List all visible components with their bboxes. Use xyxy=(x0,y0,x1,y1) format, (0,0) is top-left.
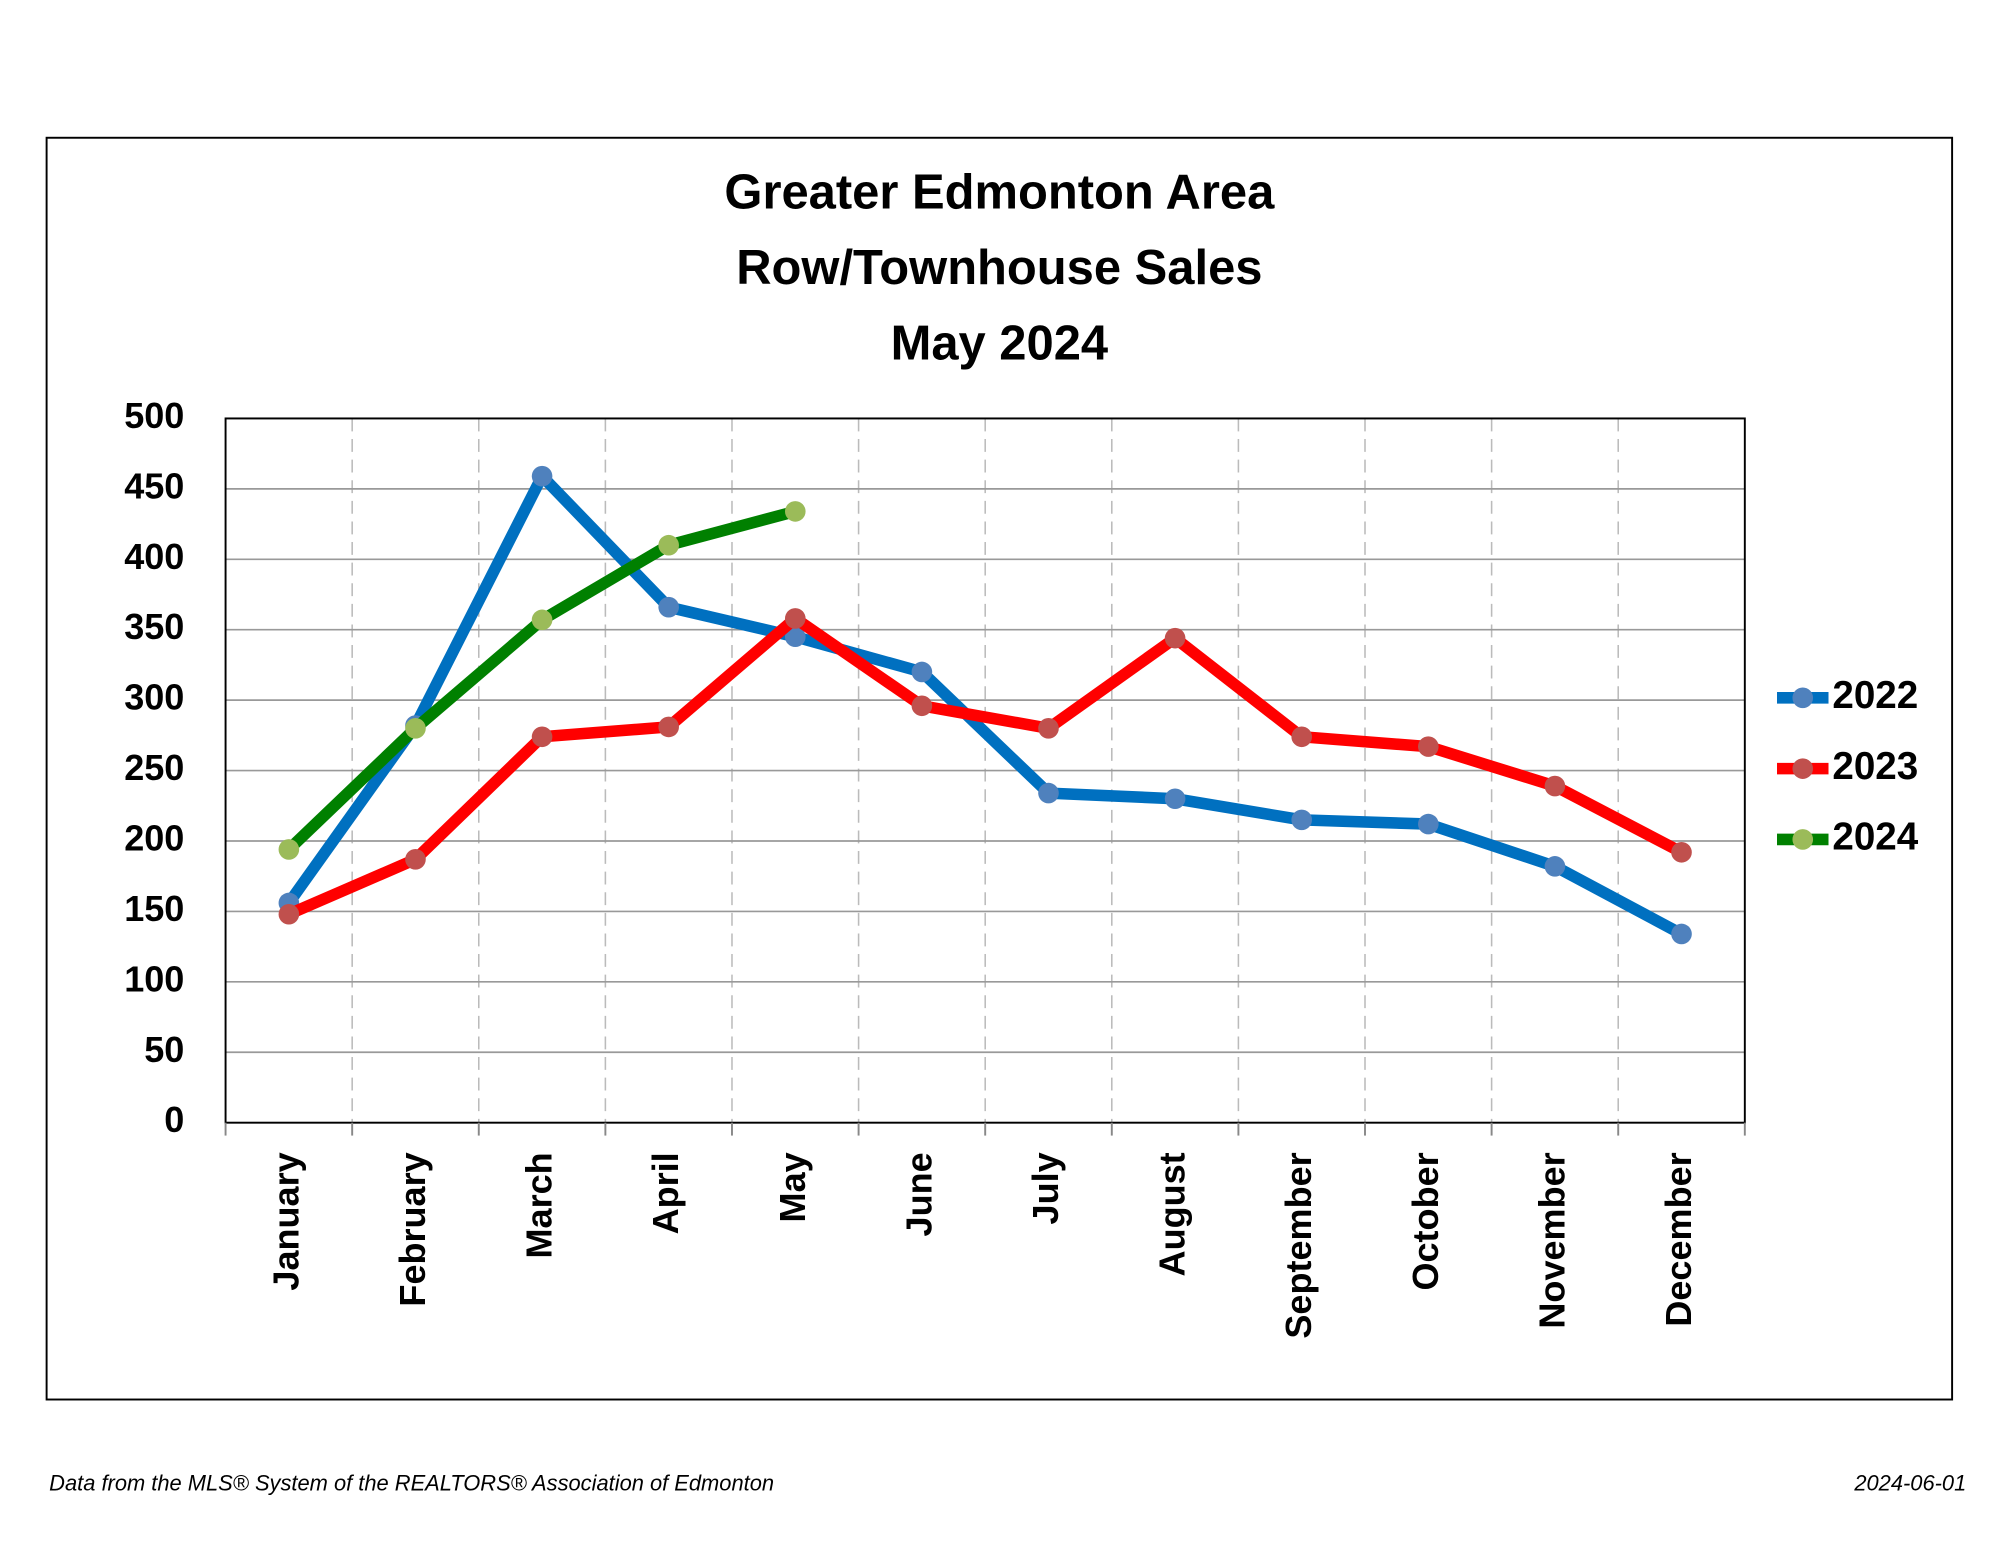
date-note: 2024-06-01 xyxy=(1853,1470,1966,1495)
data-point xyxy=(1671,841,1692,863)
data-point xyxy=(1671,923,1692,945)
data-point xyxy=(911,695,933,717)
legend-label: 2022 xyxy=(1832,674,1918,717)
data-point xyxy=(278,903,300,925)
legend-marker xyxy=(1792,687,1814,709)
source-note: Data from the MLS® System of the REALTOR… xyxy=(49,1470,774,1495)
x-tick-label: June xyxy=(898,1152,939,1236)
data-point xyxy=(784,626,806,648)
data-point xyxy=(531,609,553,631)
data-point xyxy=(1544,775,1566,797)
x-tick-label: February xyxy=(392,1152,433,1306)
data-point xyxy=(1418,813,1439,835)
x-tick-label: December xyxy=(1658,1152,1699,1326)
data-point xyxy=(911,661,933,683)
plot-border xyxy=(224,417,1746,1124)
x-tick-label: May xyxy=(772,1152,813,1222)
data-point xyxy=(658,716,679,738)
x-tick-label: January xyxy=(265,1152,306,1290)
data-point xyxy=(784,501,806,522)
data-point xyxy=(658,596,679,618)
legend-label: 2023 xyxy=(1832,745,1918,788)
data-point xyxy=(1544,856,1566,877)
data-point xyxy=(784,608,806,629)
chart-title: May 2024 xyxy=(891,316,1109,370)
data-point xyxy=(405,849,426,870)
x-tick-label: October xyxy=(1405,1152,1446,1290)
data-point xyxy=(405,718,426,739)
x-tick-label: April xyxy=(645,1152,686,1234)
x-tick-label: July xyxy=(1025,1152,1066,1224)
y-tick-label: 350 xyxy=(124,606,184,647)
y-tick-label: 200 xyxy=(124,818,184,859)
chart-title: Row/Townhouse Sales xyxy=(736,241,1262,295)
series-line xyxy=(284,470,1685,940)
chart-title: Greater Edmonton Area xyxy=(724,166,1275,220)
series-line xyxy=(286,612,1685,920)
data-point xyxy=(1418,736,1439,757)
data-point xyxy=(531,726,553,748)
data-point xyxy=(1038,718,1059,739)
y-tick-label: 400 xyxy=(124,536,184,577)
legend-marker xyxy=(1792,758,1814,779)
data-point xyxy=(531,465,553,487)
y-tick-label: 0 xyxy=(164,1099,184,1140)
data-point xyxy=(278,839,300,860)
legend-label: 2024 xyxy=(1832,816,1918,859)
data-point xyxy=(1164,627,1186,649)
x-tick-label: November xyxy=(1531,1152,1572,1328)
y-tick-label: 300 xyxy=(124,677,184,718)
data-point xyxy=(1291,809,1313,831)
y-tick-label: 450 xyxy=(124,465,184,506)
y-tick-label: 250 xyxy=(124,747,184,788)
x-tick-label: August xyxy=(1152,1152,1193,1276)
legend-marker xyxy=(1792,829,1814,850)
y-tick-label: 50 xyxy=(144,1029,184,1070)
y-tick-label: 500 xyxy=(124,395,184,436)
data-point xyxy=(1291,726,1313,748)
data-point xyxy=(1164,788,1186,810)
chart-frame xyxy=(45,136,1954,1401)
data-point xyxy=(1038,782,1059,804)
data-point xyxy=(658,534,679,556)
x-tick-label: September xyxy=(1278,1152,1319,1338)
x-tick-label: March xyxy=(519,1152,560,1258)
y-tick-label: 100 xyxy=(124,958,184,999)
y-tick-label: 150 xyxy=(124,888,184,929)
